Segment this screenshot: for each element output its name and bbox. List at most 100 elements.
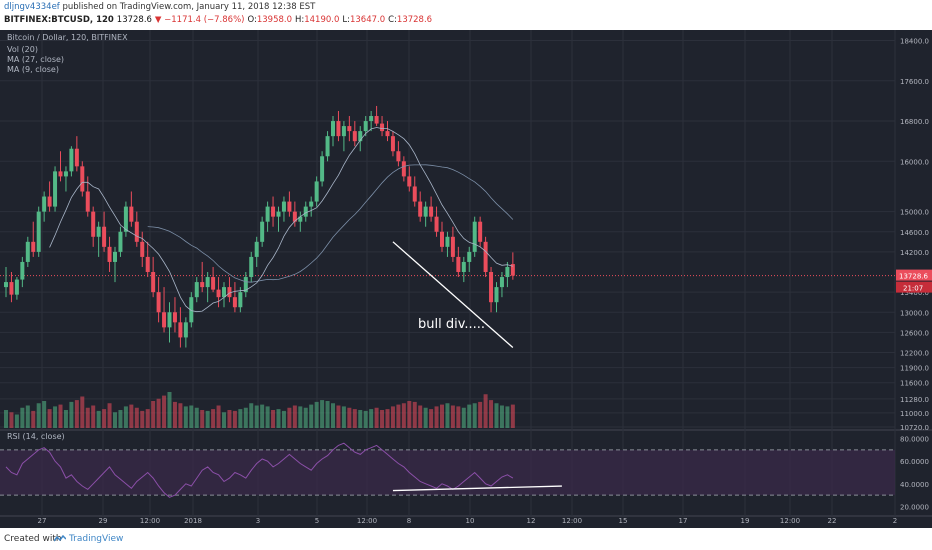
volume-bar	[129, 404, 134, 428]
candle-body	[4, 282, 8, 288]
candle-body	[129, 206, 134, 222]
volume-bar	[445, 403, 450, 428]
candle-body	[14, 279, 19, 295]
volume-bar	[320, 400, 325, 428]
volume-bar	[47, 409, 52, 428]
candle-body	[47, 196, 52, 207]
candle-body	[134, 221, 139, 242]
chart-background	[0, 30, 932, 528]
candle-body	[260, 221, 265, 242]
price-tick-label: 10720.0	[900, 424, 929, 432]
volume-bar	[429, 409, 434, 428]
ma9-line	[49, 127, 514, 313]
rsi-trendline	[392, 485, 562, 492]
candle-body	[63, 171, 68, 177]
volume-bar	[352, 409, 357, 428]
candle-body	[96, 226, 101, 237]
symbol-info: BITFINEX:BTCUSD, 120 13728.6 ▼ −1171.4 (…	[4, 15, 432, 25]
volume-bar	[401, 403, 406, 428]
time-tick-label: 17	[679, 517, 688, 525]
price-tick-label: 13000.0	[900, 309, 929, 317]
price-tick-label: 12200.0	[900, 350, 929, 358]
footer: Created with TradingView	[0, 528, 932, 550]
candle-body	[456, 256, 461, 273]
volume-bar	[478, 401, 483, 428]
volume-bar	[254, 405, 259, 428]
price-tick-label: 18400.0	[900, 38, 929, 46]
candle-body	[243, 277, 248, 293]
candle-body	[222, 287, 226, 298]
candle-body	[325, 136, 330, 157]
candle-body	[58, 171, 63, 177]
chart-title: Bitcoin / Dollar, 120, BITFINEX	[7, 33, 128, 42]
candle-body	[292, 211, 297, 222]
volume-bar	[216, 405, 221, 428]
candle-body	[194, 282, 199, 298]
candle-body	[178, 322, 183, 338]
indicator-ma27: MA (27, close)	[7, 55, 64, 64]
time-tick-label: 10	[466, 517, 475, 525]
candle-body	[303, 206, 308, 217]
volume-bar	[85, 407, 90, 428]
candle-body	[74, 148, 79, 167]
volume-bar	[31, 410, 36, 428]
volume-bar	[499, 405, 504, 428]
candle-body	[216, 289, 221, 298]
volume-bar	[325, 401, 330, 428]
volume-bar	[292, 405, 297, 428]
candle-body	[167, 312, 172, 328]
candle-body	[227, 287, 232, 298]
volume-bar	[341, 406, 346, 428]
annotation-bull-div: bull div.....	[418, 317, 485, 332]
price-change: ▼ −1171.4 (−7.86%)	[154, 15, 245, 25]
candle-body	[287, 201, 292, 212]
volume-bar	[369, 409, 374, 428]
volume-bar	[42, 401, 47, 428]
candle-body	[9, 282, 14, 295]
price-tick-label: 16000.0	[900, 158, 929, 166]
candle-body	[232, 297, 237, 308]
candle-body	[113, 251, 117, 262]
price-tick-label: 17600.0	[900, 78, 929, 86]
volume-bar	[396, 404, 401, 428]
volume-bar	[243, 407, 248, 428]
volume-bar	[510, 404, 515, 428]
time-tick-label: 8	[407, 517, 411, 525]
candle-body	[483, 241, 488, 273]
volume-bar	[347, 407, 352, 428]
price-tick-label: 11600.0	[900, 380, 929, 388]
tradingview-brand[interactable]: TradingView	[69, 534, 124, 544]
candle-body	[341, 126, 346, 137]
candle-body	[467, 251, 472, 262]
volume-bar	[363, 410, 368, 428]
volume-bar	[211, 409, 216, 428]
candle-body	[298, 216, 303, 222]
candle-body	[347, 126, 352, 132]
candle-body	[25, 241, 30, 262]
volume-bar	[303, 407, 308, 428]
author-link[interactable]: dljngv4334ef	[4, 2, 60, 12]
candle-body	[211, 277, 216, 290]
candle-body	[42, 196, 47, 212]
volume-bar	[58, 404, 63, 428]
candle-body	[369, 116, 374, 122]
volume-bar	[407, 401, 412, 428]
last-price-label: 13728.6	[899, 273, 928, 281]
last-price-tag	[896, 269, 932, 281]
time-tick-label: 12:00	[357, 517, 377, 525]
time-tick-label: 19	[741, 517, 750, 525]
chart-svg[interactable]: 18400.0 17600.0 16800.0 16000.0 15000.0 14600…	[0, 30, 932, 528]
volume-bar	[172, 401, 177, 428]
last-price: 13728.6	[116, 15, 152, 25]
chart-area[interactable]: 18400.0 17600.0 16800.0 16000.0 15000.0 14600…	[0, 30, 932, 528]
candle-body	[123, 206, 128, 232]
volume-bar	[336, 405, 341, 428]
indicator-ma9: MA (9, close)	[7, 65, 59, 74]
volume-bar	[25, 405, 30, 428]
candle-body	[200, 282, 205, 288]
candle-body	[102, 226, 107, 247]
candle-body	[450, 236, 455, 257]
candle-body	[407, 176, 412, 187]
candle-body	[276, 211, 281, 217]
indicator-vol: Vol (20)	[7, 45, 38, 54]
